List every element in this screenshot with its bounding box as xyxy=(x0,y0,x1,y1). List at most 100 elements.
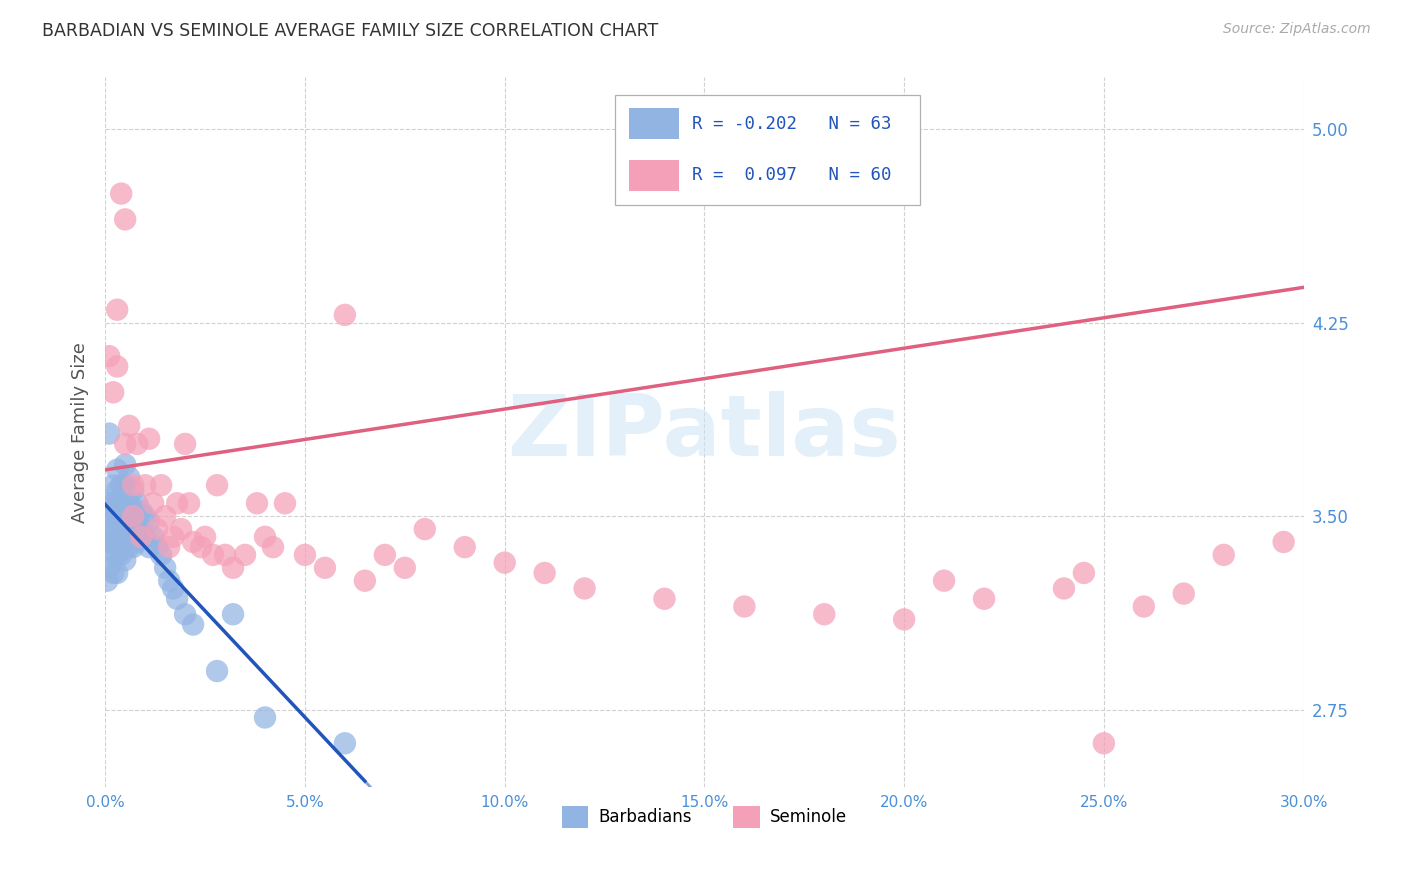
Point xyxy=(142,530,165,544)
Point xyxy=(134,530,156,544)
Point xyxy=(98,514,121,528)
Point xyxy=(103,522,125,536)
Point xyxy=(103,548,125,562)
Point xyxy=(150,478,173,492)
Point xyxy=(118,496,141,510)
Point xyxy=(110,478,132,492)
Point xyxy=(294,548,316,562)
Point xyxy=(166,591,188,606)
Point xyxy=(114,553,136,567)
Point xyxy=(138,432,160,446)
Point xyxy=(170,522,193,536)
Point xyxy=(105,496,128,510)
Point xyxy=(174,607,197,622)
Point xyxy=(813,607,835,622)
Point xyxy=(1053,582,1076,596)
Point xyxy=(181,617,204,632)
Point xyxy=(103,566,125,580)
Point xyxy=(157,540,180,554)
Point xyxy=(138,540,160,554)
Point xyxy=(114,496,136,510)
Point xyxy=(103,535,125,549)
Point xyxy=(733,599,755,614)
Point xyxy=(394,561,416,575)
Point xyxy=(138,514,160,528)
Text: Source: ZipAtlas.com: Source: ZipAtlas.com xyxy=(1223,22,1371,37)
Point xyxy=(122,540,145,554)
Point xyxy=(253,710,276,724)
Point xyxy=(110,530,132,544)
Point xyxy=(1272,535,1295,549)
Point xyxy=(142,496,165,510)
Point xyxy=(1073,566,1095,580)
Point xyxy=(122,478,145,492)
Point xyxy=(103,509,125,524)
Point xyxy=(246,496,269,510)
Point xyxy=(153,509,176,524)
Point xyxy=(103,496,125,510)
Point xyxy=(105,359,128,374)
Point xyxy=(96,574,118,588)
Point xyxy=(122,509,145,524)
Point xyxy=(103,478,125,492)
Point xyxy=(253,530,276,544)
Point xyxy=(973,591,995,606)
Point xyxy=(98,561,121,575)
Point xyxy=(150,548,173,562)
Legend: Barbadians, Seminole: Barbadians, Seminole xyxy=(555,799,853,834)
Point xyxy=(122,483,145,498)
Point xyxy=(1133,599,1156,614)
Point xyxy=(202,548,225,562)
Point xyxy=(274,496,297,510)
Point xyxy=(118,514,141,528)
Point xyxy=(98,496,121,510)
Point xyxy=(153,561,176,575)
Point xyxy=(110,186,132,201)
Point xyxy=(214,548,236,562)
Point xyxy=(105,302,128,317)
Point xyxy=(146,540,169,554)
Point xyxy=(105,483,128,498)
Point xyxy=(127,496,149,510)
Point xyxy=(194,530,217,544)
Point xyxy=(127,437,149,451)
FancyBboxPatch shape xyxy=(628,160,679,191)
Point xyxy=(205,478,228,492)
Point xyxy=(574,582,596,596)
Point xyxy=(114,437,136,451)
Point xyxy=(105,522,128,536)
Point xyxy=(893,612,915,626)
Point xyxy=(105,509,128,524)
Point xyxy=(129,530,152,544)
Point xyxy=(413,522,436,536)
Point xyxy=(114,514,136,528)
Point xyxy=(105,463,128,477)
Point xyxy=(110,548,132,562)
Point xyxy=(105,566,128,580)
Point xyxy=(205,664,228,678)
Point xyxy=(118,540,141,554)
Point xyxy=(122,522,145,536)
Point xyxy=(932,574,955,588)
Point xyxy=(96,535,118,549)
Point xyxy=(105,548,128,562)
Point xyxy=(333,308,356,322)
Point xyxy=(105,535,128,549)
Point xyxy=(98,535,121,549)
Point xyxy=(162,582,184,596)
Text: R = -0.202   N = 63: R = -0.202 N = 63 xyxy=(692,114,891,133)
Point xyxy=(110,496,132,510)
Point xyxy=(129,524,152,539)
Point xyxy=(103,385,125,400)
Text: ZIPatlas: ZIPatlas xyxy=(508,391,901,474)
Point xyxy=(233,548,256,562)
Text: R =  0.097   N = 60: R = 0.097 N = 60 xyxy=(692,167,891,185)
Point xyxy=(114,535,136,549)
Point xyxy=(262,540,284,554)
Point xyxy=(98,349,121,363)
Point xyxy=(494,556,516,570)
Point xyxy=(181,535,204,549)
Point xyxy=(114,458,136,472)
Text: BARBADIAN VS SEMINOLE AVERAGE FAMILY SIZE CORRELATION CHART: BARBADIAN VS SEMINOLE AVERAGE FAMILY SIZ… xyxy=(42,22,658,40)
Point xyxy=(98,426,121,441)
